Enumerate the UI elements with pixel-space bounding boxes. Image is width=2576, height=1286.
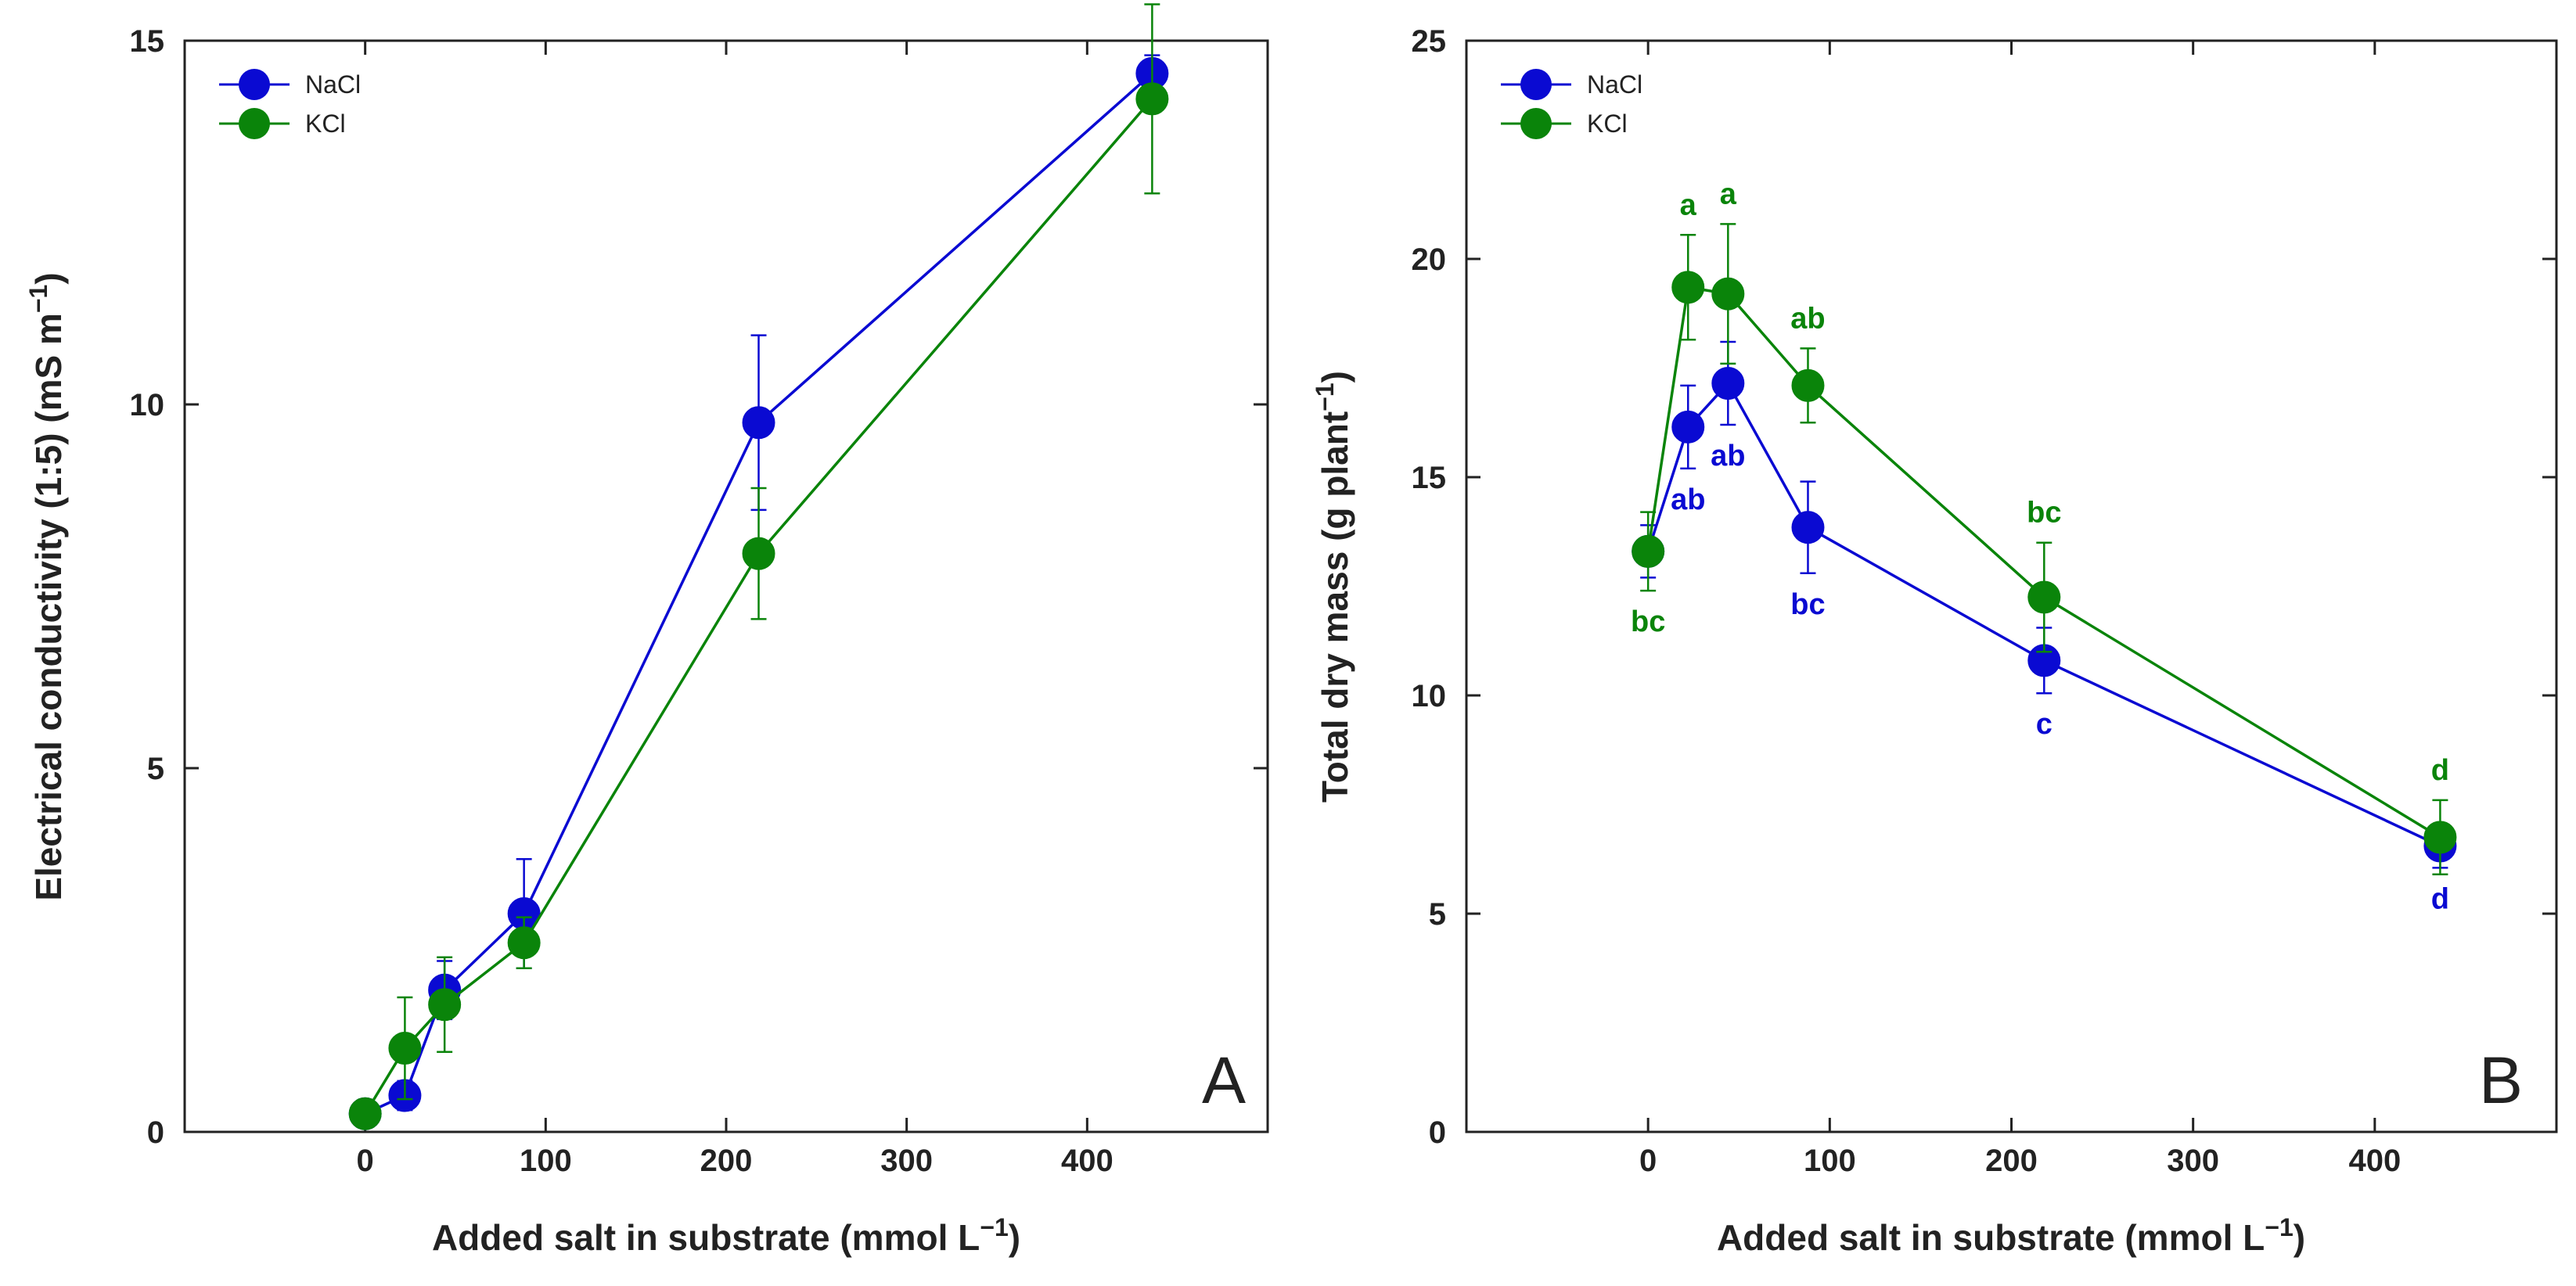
y-tick-label: 20 bbox=[1412, 242, 1447, 277]
y-axis-title: Electrical conductivity (1:5) (mS m−1) bbox=[24, 272, 69, 900]
legend-label: NaCl bbox=[305, 70, 361, 99]
legend-marker bbox=[1520, 69, 1552, 100]
significance-label: d bbox=[2431, 754, 2449, 787]
y-axis-title-tail: ) bbox=[28, 272, 69, 284]
data-point bbox=[507, 926, 541, 960]
x-tick-label: 200 bbox=[1985, 1144, 2038, 1178]
x-tick-label: 0 bbox=[357, 1144, 374, 1178]
legend: NaCl KCl bbox=[1501, 69, 1642, 139]
significance-label: ab bbox=[1711, 440, 1745, 472]
data-point bbox=[1671, 410, 1705, 444]
significance-label: d bbox=[2431, 882, 2449, 915]
panel-a: 0 100 200 300 400 0 5 10 15 NaCl KCl A Added salt… bbox=[24, 3, 1269, 1258]
legend-marker bbox=[239, 108, 270, 139]
y-tick-label: 0 bbox=[147, 1115, 164, 1150]
y-tick-label: 10 bbox=[1412, 679, 1447, 713]
legend-marker bbox=[1520, 108, 1552, 139]
data-point bbox=[1632, 534, 1665, 568]
legend-label: KCl bbox=[305, 110, 346, 138]
y-tick-label: 15 bbox=[130, 24, 165, 59]
significance-label: ab bbox=[1671, 483, 1705, 516]
x-axis-title: Added salt in substrate (mmol L−1) bbox=[432, 1213, 1020, 1258]
x-axis-title-text: Added salt in substrate (mmol L bbox=[432, 1217, 980, 1258]
data-point bbox=[1791, 511, 1825, 544]
data-point bbox=[388, 1032, 422, 1065]
significance-label: c bbox=[2036, 708, 2053, 741]
significance-label: ab bbox=[1790, 302, 1825, 335]
x-tick-label: 0 bbox=[1639, 1144, 1657, 1178]
y-axis-title: Total dry mass (g plant−1) bbox=[1311, 371, 1355, 803]
legend: NaCl KCl bbox=[219, 69, 361, 139]
data-point bbox=[742, 406, 775, 440]
significance-label: a bbox=[1680, 189, 1697, 221]
series-line bbox=[1646, 286, 2441, 839]
y-tick-label: 10 bbox=[130, 388, 165, 422]
y-tick-label: 5 bbox=[1429, 897, 1446, 932]
x-tick-label: 200 bbox=[700, 1144, 753, 1178]
y-axis-title-superscript: −1 bbox=[24, 285, 52, 313]
data-point bbox=[742, 537, 775, 570]
y-tick-label: 25 bbox=[1412, 24, 1447, 59]
y-axis-title-superscript: −1 bbox=[1311, 383, 1339, 411]
legend-label: NaCl bbox=[1587, 70, 1642, 99]
y-axis-title-tail: ) bbox=[1315, 371, 1355, 383]
x-axis-title-tail: ) bbox=[2294, 1217, 2305, 1258]
y-tick-label: 15 bbox=[1412, 461, 1447, 495]
data-point bbox=[1135, 82, 1169, 116]
legend-marker bbox=[239, 69, 270, 100]
data-point bbox=[428, 988, 462, 1022]
y-tick-label: 5 bbox=[147, 752, 164, 786]
data-point bbox=[348, 1097, 382, 1130]
data-point bbox=[1791, 368, 1825, 402]
x-axis-title-text: Added salt in substrate (mmol L bbox=[1717, 1217, 2265, 1258]
x-axis-title-tail: ) bbox=[1009, 1217, 1020, 1258]
series-line bbox=[1646, 381, 2441, 848]
legend-label: KCl bbox=[1587, 110, 1628, 138]
series-kcl: bc a a ab bc d bbox=[1631, 178, 2457, 876]
data-point bbox=[1711, 277, 1745, 311]
data-point bbox=[2423, 821, 2457, 854]
data-point bbox=[2027, 580, 2061, 614]
x-tick-label: 300 bbox=[880, 1144, 933, 1178]
x-tick-label: 100 bbox=[1804, 1144, 1856, 1178]
panel-letter: A bbox=[1202, 1044, 1246, 1117]
y-axis-title-text: Total dry mass (g plant bbox=[1315, 411, 1355, 803]
significance-label: bc bbox=[1790, 588, 1825, 621]
x-tick-label: 400 bbox=[2348, 1144, 2401, 1178]
significance-label: bc bbox=[2027, 497, 2061, 530]
y-tick-label: 0 bbox=[1429, 1115, 1446, 1150]
x-tick-label: 100 bbox=[520, 1144, 572, 1178]
data-point bbox=[1671, 271, 1705, 304]
x-axis-title: Added salt in substrate (mmol L−1) bbox=[1717, 1213, 2305, 1258]
series-kcl bbox=[348, 3, 1169, 1130]
significance-label: a bbox=[1720, 178, 1737, 210]
x-tick-label: 400 bbox=[1061, 1144, 1114, 1178]
data-point bbox=[1711, 367, 1745, 401]
x-tick-label: 300 bbox=[2167, 1144, 2219, 1178]
x-axis-title-superscript: −1 bbox=[2265, 1213, 2293, 1241]
y-axis-title-text: Electrical conductivity (1:5) (mS m bbox=[28, 313, 69, 901]
x-axis-title-superscript: −1 bbox=[980, 1213, 1008, 1241]
significance-label: bc bbox=[1631, 605, 1665, 638]
panel-letter: B bbox=[2479, 1044, 2523, 1117]
